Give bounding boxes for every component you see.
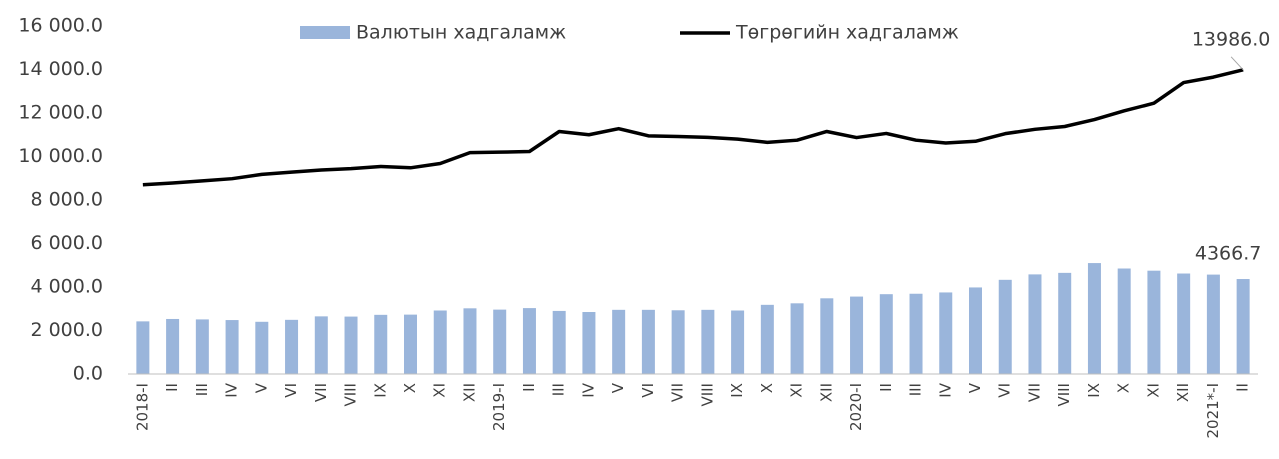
x-tick-label: VII [1025,383,1043,402]
x-tick-label: XII [460,383,478,402]
y-tick-label: 12 000.0 [18,102,103,124]
y-tick-label: 10 000.0 [18,145,103,167]
y-tick-label: 14 000.0 [18,58,103,80]
x-tick-label: II [877,383,895,392]
bar [1206,274,1220,374]
line [142,68,1244,187]
bar [522,308,536,374]
y-tick-label: 16 000.0 [18,15,103,37]
x-tick-label: VII [669,383,687,402]
x-tick-label: X [758,383,776,393]
x-tick-label: III [193,383,211,396]
x-tick-label: X [401,383,419,393]
x-tick-label: V [966,382,984,393]
x-tick-label: XI [431,383,449,398]
bar [879,294,893,374]
x-tick-label: VIII [698,383,716,407]
x-tick-label: 2019-I [490,383,508,431]
bar [1117,268,1131,374]
bar [701,309,715,374]
bar [850,296,864,374]
x-tick-label: XI [788,383,806,398]
legend-label: Төгрөгийн хадгаламж [735,22,959,44]
bar [314,316,328,374]
x-tick-label: VIII [1055,383,1073,407]
x-tick-label: 2018-I [133,383,151,431]
bar [195,319,209,374]
x-tick-label: IX [728,383,746,398]
y-tick-label: 4 000.0 [30,276,103,298]
x-tick-label: II [163,383,181,392]
x-tick-label: 2020-I [847,383,865,431]
bar [285,319,299,374]
y-tick-label: 8 000.0 [30,189,103,211]
bar [404,314,417,374]
x-tick-label: IX [371,383,389,398]
y-tick-label: 6 000.0 [30,232,103,254]
x-tick-label: V [609,382,627,393]
x-tick-label: VII [312,383,330,402]
bar [463,308,477,374]
bar [493,309,507,374]
x-tick-label: IV [223,382,241,397]
x-tick-label: II [520,383,538,392]
bar [1028,274,1042,374]
bar [820,298,834,374]
bar [344,316,358,374]
x-tick-label: XII [817,383,835,402]
bar [1087,263,1101,374]
bar [790,303,804,374]
bar [255,321,269,374]
bar [1236,279,1250,374]
leader-line [1230,56,1244,71]
bar [136,321,150,374]
bar [612,309,626,374]
bar [552,310,566,374]
bar [760,304,774,374]
bar [1147,270,1161,374]
bar [225,320,239,374]
x-tick-label: III [907,383,925,396]
bar [671,310,685,374]
x-tick-label: VIII [342,383,360,407]
y-tick-label: 0.0 [73,363,103,385]
bar [582,312,596,374]
x-tick-label: VI [996,383,1014,398]
bar [998,279,1012,374]
x-tick-label: VI [639,383,657,398]
data-label: 13986.0 [1192,28,1271,50]
bar [374,314,388,374]
bar [969,287,982,374]
bar [909,293,923,374]
bar [1058,272,1072,374]
bar [939,292,953,374]
bar [1177,273,1191,374]
x-tick-label: IV [936,382,954,397]
x-tick-label: 2021*-I [1204,383,1222,439]
x-tick-label: X [1115,383,1133,393]
x-tick-label: IX [1085,383,1103,398]
bar [433,310,447,374]
x-tick-label: XI [1144,383,1162,398]
x-tick-label: III [550,383,568,396]
x-tick-label: VI [282,383,300,398]
bar [166,318,180,374]
legend-label: Валютын хадгаламж [356,22,566,44]
y-tick-label: 2 000.0 [30,319,103,341]
x-tick-label: V [252,382,270,393]
legend-swatch [300,26,350,39]
bar [641,309,655,374]
x-tick-label: XII [1174,383,1192,402]
bar [731,310,745,374]
x-tick-label: II [1234,383,1252,392]
data-label: 4366.7 [1195,243,1261,265]
x-tick-label: IV [579,382,597,397]
